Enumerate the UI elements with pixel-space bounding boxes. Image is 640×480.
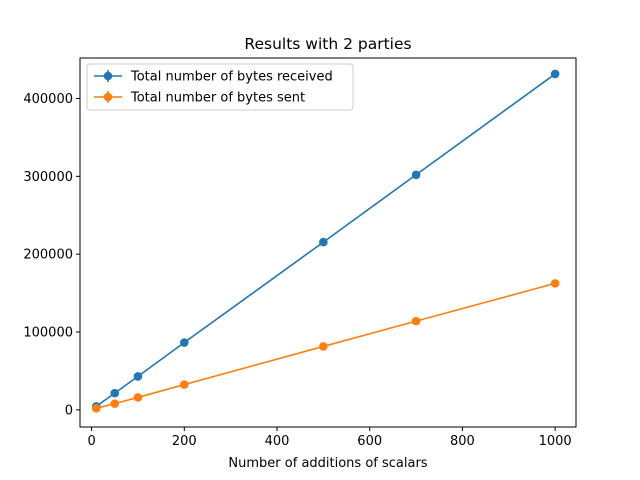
x-tick-label: 800 — [450, 434, 475, 449]
x-axis-label: Number of additions of scalars — [228, 456, 427, 471]
plot-area — [79, 57, 577, 428]
data-point — [133, 372, 143, 381]
legend: Total number of bytes received Total numb… — [86, 63, 354, 111]
y-tick-label: 300000 — [23, 170, 73, 185]
x-tick-label: 400 — [265, 434, 290, 449]
y-tick-label: 100000 — [23, 326, 73, 341]
data-point — [319, 342, 328, 351]
data-point — [550, 69, 560, 79]
legend-label: Total number of bytes sent — [130, 91, 305, 106]
chart-title: Results with 2 parties — [244, 35, 411, 53]
data-point — [110, 388, 120, 398]
y-tick-label: 200000 — [23, 248, 73, 263]
data-point — [133, 393, 143, 402]
legend-label: Total number of bytes received — [130, 70, 333, 85]
data-point — [179, 380, 189, 389]
data-point — [411, 316, 421, 326]
data-point — [411, 170, 421, 180]
axes-frame — [79, 57, 577, 428]
data-point — [319, 237, 328, 247]
data-point — [91, 404, 101, 413]
legend-marker — [103, 92, 113, 102]
data-point — [179, 338, 189, 347]
data-point — [550, 279, 560, 288]
y-tick-label: 0 — [65, 403, 73, 418]
x-tick-label: 1000 — [539, 434, 572, 449]
x-tick-label: 0 — [87, 434, 95, 449]
legend-box — [86, 63, 354, 111]
legend-marker — [103, 71, 113, 81]
y-axis-ticks: 0 100000 200000 300000 400000 — [23, 92, 80, 418]
x-tick-label: 600 — [357, 434, 382, 449]
series-layer — [91, 69, 560, 413]
x-tick-label: 200 — [172, 434, 197, 449]
y-tick-label: 400000 — [23, 92, 73, 107]
data-point — [110, 399, 120, 408]
x-axis-ticks: 0 200 400 600 800 1000 — [87, 427, 572, 449]
